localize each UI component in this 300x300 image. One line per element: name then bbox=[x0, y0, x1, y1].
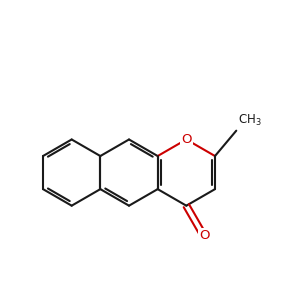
Text: O: O bbox=[181, 133, 192, 146]
Text: CH$_3$: CH$_3$ bbox=[238, 113, 262, 128]
Text: O: O bbox=[199, 229, 210, 242]
